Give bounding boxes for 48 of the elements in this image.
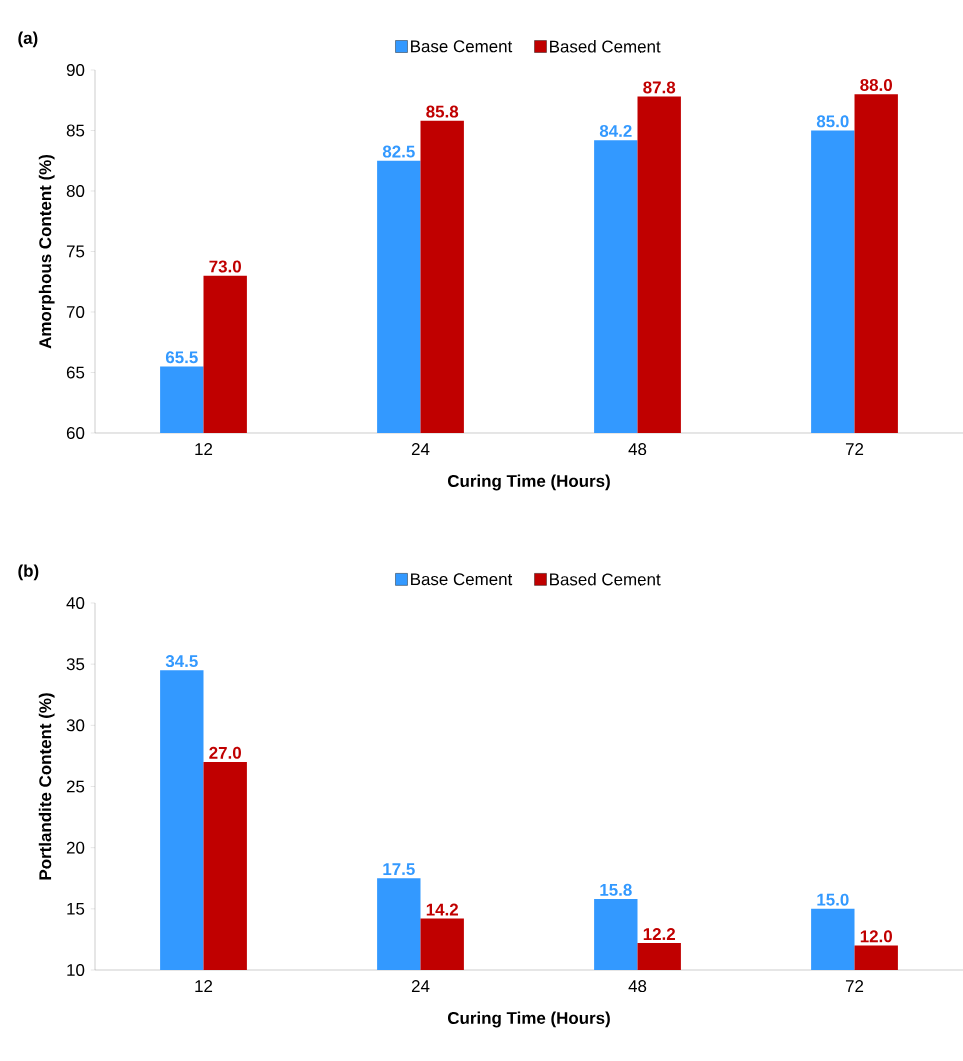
data-label: 73.0 (209, 260, 241, 273)
x-tick-label: 24 (411, 980, 430, 992)
y-tick-label: 70 (66, 305, 85, 318)
legend-label: Based Cement (550, 40, 661, 53)
data-label: 12.0 (860, 930, 892, 943)
data-label: 14.2 (426, 903, 458, 916)
y-tick-label: 65 (66, 366, 85, 379)
y-tick-label: 60 (66, 426, 85, 439)
data-label: 15.8 (600, 883, 632, 896)
x-tick-label: 48 (628, 980, 647, 993)
y-tick-label: 30 (66, 719, 85, 732)
data-label: 85.0 (816, 115, 849, 128)
y-axis-title: Portlandite Content (%) (38, 693, 55, 880)
data-label: 84.2 (599, 124, 632, 137)
chart-title: (a) (18, 31, 38, 48)
x-tick-label: 24 (411, 443, 430, 455)
y-tick-label: 10 (67, 964, 85, 976)
y-tick-label: 85 (66, 124, 85, 137)
y-tick-label: 15 (67, 902, 85, 915)
data-label: 87.8 (643, 81, 676, 94)
y-tick-label: 25 (66, 780, 85, 793)
y-tick-label: 80 (66, 184, 85, 197)
data-label: 65.5 (165, 351, 198, 364)
y-tick-label: 75 (66, 245, 85, 258)
x-tick-label: 12 (195, 443, 213, 455)
data-label: 17.5 (383, 863, 415, 876)
chart-title: (b) (18, 564, 39, 581)
data-label: 34.5 (165, 655, 198, 668)
x-tick-label: 12 (195, 980, 213, 992)
legend-label: Base Cement (411, 573, 513, 586)
y-tick-label: 40 (66, 597, 85, 609)
legend-label: Base Cement (411, 40, 513, 53)
y-tick-label: 90 (66, 63, 85, 76)
y-axis-title: Amorphous Content (%) (38, 154, 55, 349)
x-tick-label: 72 (845, 443, 864, 455)
x-axis-title: Curing Time (Hours) (447, 474, 610, 491)
x-tick-label: 48 (628, 443, 647, 456)
data-label: 15.0 (817, 893, 849, 906)
data-label: 88.0 (860, 79, 892, 91)
y-tick-label: 20 (66, 841, 85, 854)
legend-label: Based Cement (550, 573, 661, 586)
x-tick-label: 72 (845, 980, 864, 992)
data-label: 82.5 (382, 145, 415, 158)
x-axis-title: Curing Time (Hours) (447, 1011, 610, 1028)
y-tick-label: 35 (66, 658, 85, 671)
data-label: 85.8 (426, 105, 459, 118)
data-label: 12.2 (643, 928, 675, 940)
data-label: 27.0 (209, 746, 241, 759)
